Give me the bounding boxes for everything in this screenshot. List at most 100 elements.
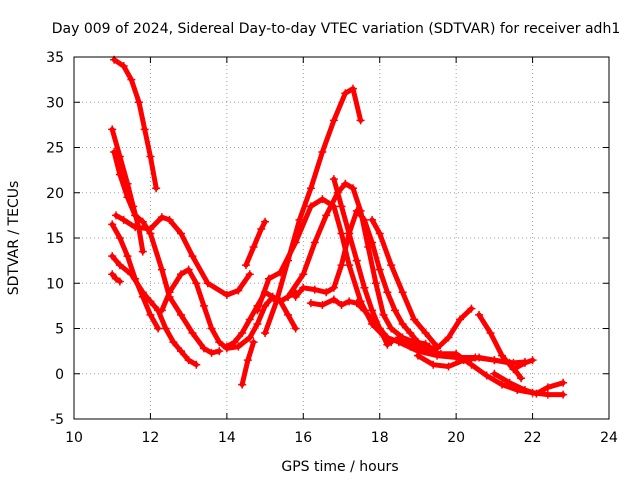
data-point: [398, 319, 407, 328]
data-point: [490, 369, 499, 378]
data-point: [467, 360, 476, 369]
data-point: [383, 288, 392, 297]
data-point: [127, 270, 136, 279]
data-point: [410, 315, 419, 324]
data-point: [341, 179, 350, 188]
x-tick-label: 24: [600, 430, 618, 446]
series-trace-17: [329, 175, 392, 349]
data-point: [360, 306, 369, 315]
data-point: [146, 152, 155, 161]
series-line: [111, 149, 222, 356]
data-point: [115, 277, 124, 286]
data-point: [146, 310, 155, 319]
data-point: [157, 265, 166, 274]
data-point: [360, 283, 369, 292]
data-point: [490, 356, 499, 365]
data-point: [498, 380, 506, 389]
x-tick-label: 12: [142, 430, 160, 446]
data-point: [520, 386, 529, 395]
series-line: [243, 219, 268, 268]
data-point: [387, 324, 396, 333]
data-point: [391, 306, 399, 315]
data-point: [348, 84, 357, 93]
data-point: [291, 238, 300, 247]
x-tick-label: 14: [218, 430, 236, 446]
data-point: [165, 288, 174, 297]
data-point: [261, 301, 270, 310]
data-point: [291, 292, 300, 301]
data-point: [329, 283, 338, 292]
data-point: [505, 378, 514, 387]
data-point: [459, 356, 468, 365]
data-traces: [108, 55, 568, 399]
data-point: [276, 268, 285, 277]
data-point: [310, 238, 319, 247]
data-point: [299, 270, 308, 279]
data-point: [421, 347, 430, 356]
data-point: [123, 193, 132, 202]
data-point: [356, 206, 365, 215]
data-point: [322, 211, 331, 220]
data-point: [177, 229, 185, 238]
data-point: [110, 148, 119, 157]
data-point: [318, 300, 327, 309]
data-point: [108, 270, 117, 279]
data-point: [371, 279, 380, 288]
data-point: [215, 338, 224, 347]
series-line: [331, 176, 390, 348]
data-point: [406, 342, 415, 351]
y-tick-label: 0: [55, 367, 64, 383]
data-point: [413, 351, 422, 360]
data-point: [234, 286, 243, 295]
data-point: [261, 217, 270, 226]
data-point: [199, 344, 208, 353]
data-point: [387, 261, 396, 270]
series-line: [491, 371, 566, 397]
data-point: [375, 324, 384, 333]
series-trace-10: [238, 338, 258, 389]
data-point: [475, 353, 484, 362]
data-point: [559, 378, 568, 387]
data-point: [184, 265, 193, 274]
x-axis-label: GPS time / hours: [281, 459, 398, 475]
data-point: [299, 283, 308, 292]
data-point: [284, 292, 292, 301]
series-line: [396, 306, 474, 351]
data-point: [134, 98, 143, 107]
series-line: [113, 212, 253, 298]
x-tick-label: 10: [65, 430, 83, 446]
series-trace-12: [261, 84, 365, 338]
y-axis-label: SDTVAR / TECUs: [6, 181, 22, 296]
data-point: [482, 371, 491, 380]
data-point: [345, 261, 354, 270]
data-point: [517, 374, 526, 383]
data-point: [108, 220, 117, 229]
data-point: [375, 265, 384, 274]
series-trace-22: [475, 310, 537, 374]
data-point: [108, 252, 117, 261]
data-point: [329, 295, 338, 304]
x-tick-label: 18: [371, 430, 389, 446]
data-point: [243, 356, 252, 365]
data-point: [543, 390, 552, 399]
data-point: [394, 333, 403, 342]
data-point: [486, 329, 495, 338]
data-point: [345, 297, 354, 306]
data-point: [245, 270, 254, 279]
data-point: [498, 351, 506, 360]
data-point: [199, 301, 208, 310]
data-point: [234, 342, 243, 351]
y-tick-label: 30: [46, 95, 64, 111]
data-point: [249, 243, 258, 252]
data-point: [115, 170, 124, 179]
y-tick-label: -5: [50, 412, 64, 428]
data-point: [352, 299, 361, 308]
data-point: [188, 329, 197, 338]
data-point: [467, 304, 476, 313]
data-point: [119, 215, 128, 224]
data-point: [520, 358, 529, 367]
data-point: [177, 347, 185, 356]
data-point: [138, 288, 147, 297]
data-point: [188, 252, 197, 261]
data-point: [475, 310, 484, 319]
